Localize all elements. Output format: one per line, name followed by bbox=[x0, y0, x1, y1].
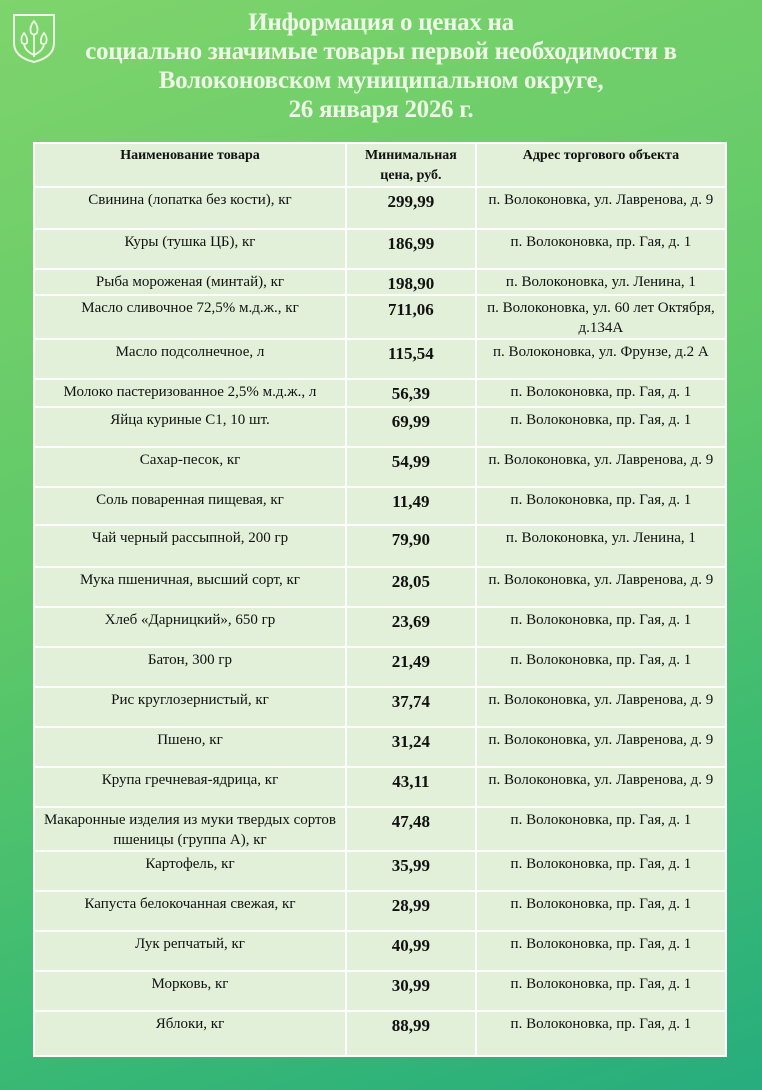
price-cell: 28,99 bbox=[344, 890, 477, 932]
table-row: Хлеб «Дарницкий», 650 гр 23,69 п. Волоконо… bbox=[33, 606, 728, 648]
address-cell: п. Волоконовка, пр. Гая, д. 1 bbox=[474, 646, 728, 688]
price-cell: 54,99 bbox=[344, 446, 477, 488]
address-cell: п. Волоконовка, пр. Гая, д. 1 bbox=[474, 970, 728, 1012]
address-cell: п. Волоконовка, пр. Гая, д. 1 bbox=[474, 406, 728, 448]
product-name-cell: Масло подсолнечное, л bbox=[33, 338, 347, 380]
price-cell: 299,99 bbox=[344, 186, 477, 230]
table-row: Мука пшеничная, высший сорт, кг 28,05 п. В… bbox=[33, 566, 728, 608]
table-header-row: Наименование товара Минимальная цена, ру… bbox=[33, 142, 728, 188]
product-name-cell: Чай черный рассыпной, 200 гр bbox=[33, 524, 347, 568]
price-cell: 21,49 bbox=[344, 646, 477, 688]
table-row: Капуста белокочанная свежая, кг 28,99 п. В… bbox=[33, 890, 728, 932]
address-cell: п. Волоконовка, пр. Гая, д. 1 bbox=[474, 1010, 728, 1057]
price-cell: 31,24 bbox=[344, 726, 477, 768]
product-name-cell: Батон, 300 гр bbox=[33, 646, 347, 688]
price-cell: 47,48 bbox=[344, 806, 477, 852]
table-row: Рис круглозернистый, кг 37,74 п. Волоконов… bbox=[33, 686, 728, 728]
product-name-cell: Рис круглозернистый, кг bbox=[33, 686, 347, 728]
address-cell: п. Волоконовка, пр. Гая, д. 1 bbox=[474, 930, 728, 972]
table-row: Сахар-песок, кг 54,99 п. Волоконовка, ул. … bbox=[33, 446, 728, 488]
table-row: Яйца куриные С1, 10 шт. 69,99 п. Волоконов… bbox=[33, 406, 728, 448]
price-cell: 37,74 bbox=[344, 686, 477, 728]
product-name-cell: Яблоки, кг bbox=[33, 1010, 347, 1057]
price-cell: 40,99 bbox=[344, 930, 477, 972]
table-row: Куры (тушка ЦБ), кг 186,99 п. Волоконовка,… bbox=[33, 228, 728, 270]
address-cell: п. Волоконовка, ул. Лавренова, д. 9 bbox=[474, 566, 728, 608]
table-row: Чай черный рассыпной, 200 гр 79,90 п. Воло… bbox=[33, 524, 728, 568]
table-row: Лук репчатый, кг 40,99 п. Волоконовка, пр.… bbox=[33, 930, 728, 972]
address-cell: п. Волоконовка, ул. Лавренова, д. 9 bbox=[474, 446, 728, 488]
title-line: Волоконовском муниципальном округе, bbox=[158, 67, 604, 94]
address-cell: п. Волоконовка, ул. Лавренова, д. 9 bbox=[474, 186, 728, 230]
product-name-cell: Куры (тушка ЦБ), кг bbox=[33, 228, 347, 270]
header-address: Адрес торгового объекта bbox=[474, 142, 728, 188]
title-line: Информация о ценах на bbox=[248, 9, 514, 36]
address-cell: п. Волоконовка, ул. Ленина, 1 bbox=[474, 524, 728, 568]
address-cell: п. Волоконовка, ул. Лавренова, д. 9 bbox=[474, 686, 728, 728]
table-row: Молоко пастеризованное 2,5% м.д.ж., л 56,… bbox=[33, 378, 728, 408]
address-cell: п. Волоконовка, ул. Лавренова, д. 9 bbox=[474, 726, 728, 768]
price-cell: 79,90 bbox=[344, 524, 477, 568]
product-name-cell: Свинина (лопатка без кости), кг bbox=[33, 186, 347, 230]
product-name-cell: Макаронные изделия из муки твердых сорто… bbox=[33, 806, 347, 852]
price-cell: 198,90 bbox=[344, 268, 477, 296]
table-row: Яблоки, кг 88,99 п. Волоконовка, пр. Гая, … bbox=[33, 1010, 728, 1057]
product-name-cell: Капуста белокочанная свежая, кг bbox=[33, 890, 347, 932]
table-row: Крупа гречневая-ядрица, кг 43,11 п. Волоко… bbox=[33, 766, 728, 808]
price-cell: 30,99 bbox=[344, 970, 477, 1012]
address-cell: п. Волоконовка, пр. Гая, д. 1 bbox=[474, 606, 728, 648]
table-row: Морковь, кг 30,99 п. Волоконовка, пр. Гая,… bbox=[33, 970, 728, 1012]
table-row: Батон, 300 гр 21,49 п. Волоконовка, пр. Га… bbox=[33, 646, 728, 688]
price-cell: 115,54 bbox=[344, 338, 477, 380]
price-cell: 11,49 bbox=[344, 486, 477, 526]
address-cell: п. Волоконовка, пр. Гая, д. 1 bbox=[474, 228, 728, 270]
product-name-cell: Соль поваренная пищевая, кг bbox=[33, 486, 347, 526]
table-row: Картофель, кг 35,99 п. Волоконовка, пр. Га… bbox=[33, 850, 728, 892]
product-name-cell: Лук репчатый, кг bbox=[33, 930, 347, 972]
table-row: Рыба мороженая (минтай), кг 198,90 п. Воло… bbox=[33, 268, 728, 296]
address-cell: п. Волоконовка, ул. Фрунзе, д.2 А bbox=[474, 338, 728, 380]
address-cell: п. Волоконовка, ул. 60 лет Октября, д.13… bbox=[474, 294, 728, 340]
address-cell: п. Волоконовка, ул. Лавренова, д. 9 bbox=[474, 766, 728, 808]
product-name-cell: Рыба мороженая (минтай), кг bbox=[33, 268, 347, 296]
table-row: Соль поваренная пищевая, кг 11,49 п. Волок… bbox=[33, 486, 728, 526]
title-line: социально значимые товары первой необход… bbox=[85, 38, 677, 65]
price-cell: 43,11 bbox=[344, 766, 477, 808]
address-cell: п. Волоконовка, ул. Ленина, 1 bbox=[474, 268, 728, 296]
price-cell: 23,69 bbox=[344, 606, 477, 648]
product-name-cell: Крупа гречневая-ядрица, кг bbox=[33, 766, 347, 808]
address-cell: п. Волоконовка, пр. Гая, д. 1 bbox=[474, 890, 728, 932]
header-price: Минимальная цена, руб. bbox=[344, 142, 477, 188]
product-name-cell: Картофель, кг bbox=[33, 850, 347, 892]
address-cell: п. Волоконовка, пр. Гая, д. 1 bbox=[474, 850, 728, 892]
table-row: Свинина (лопатка без кости), кг 299,99 п. … bbox=[33, 186, 728, 230]
table-row: Масло подсолнечное, л 115,54 п. Волоконовк… bbox=[33, 338, 728, 380]
table-row: Масло сливочное 72,5% м.д.ж., кг 711,06 п.… bbox=[33, 294, 728, 340]
product-name-cell: Хлеб «Дарницкий», 650 гр bbox=[33, 606, 347, 648]
product-name-cell: Пшено, кг bbox=[33, 726, 347, 768]
product-name-cell: Молоко пастеризованное 2,5% м.д.ж., л bbox=[33, 378, 347, 408]
title-date: 26 января 2026 г. bbox=[288, 96, 474, 123]
coat-of-arms-logo bbox=[13, 14, 55, 63]
price-cell: 711,06 bbox=[344, 294, 477, 340]
product-name-cell: Сахар-песок, кг bbox=[33, 446, 347, 488]
price-cell: 56,39 bbox=[344, 378, 477, 408]
price-cell: 35,99 bbox=[344, 850, 477, 892]
price-cell: 69,99 bbox=[344, 406, 477, 448]
header-product: Наименование товара bbox=[33, 142, 347, 188]
page-title: Информация о ценах на социально значимые… bbox=[0, 8, 762, 124]
table-row: Пшено, кг 31,24 п. Волоконовка, ул. Лаврен… bbox=[33, 726, 728, 768]
price-cell: 28,05 bbox=[344, 566, 477, 608]
product-name-cell: Яйца куриные С1, 10 шт. bbox=[33, 406, 347, 448]
address-cell: п. Волоконовка, пр. Гая, д. 1 bbox=[474, 378, 728, 408]
price-cell: 88,99 bbox=[344, 1010, 477, 1057]
price-table: Наименование товара Минимальная цена, ру… bbox=[33, 142, 728, 1057]
address-cell: п. Волоконовка, пр. Гая, д. 1 bbox=[474, 486, 728, 526]
address-cell: п. Волоконовка, пр. Гая, д. 1 bbox=[474, 806, 728, 852]
price-cell: 186,99 bbox=[344, 228, 477, 270]
product-name-cell: Морковь, кг bbox=[33, 970, 347, 1012]
product-name-cell: Мука пшеничная, высший сорт, кг bbox=[33, 566, 347, 608]
product-name-cell: Масло сливочное 72,5% м.д.ж., кг bbox=[33, 294, 347, 340]
table-row: Макаронные изделия из муки твердых сорто… bbox=[33, 806, 728, 852]
